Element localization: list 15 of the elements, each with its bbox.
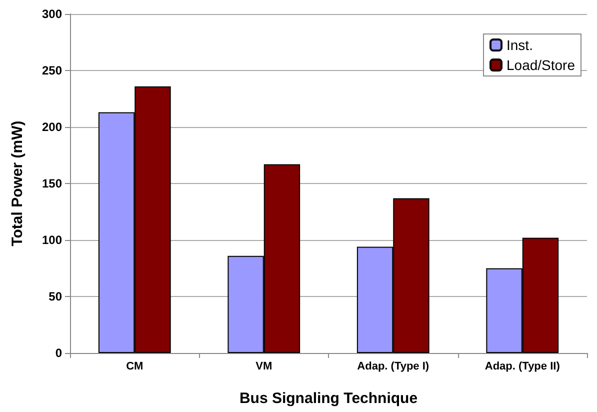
x-tick-label: CM (126, 360, 144, 372)
y-tick-label: 300 (42, 7, 62, 21)
x-tick-label: Adap. (Type II) (484, 360, 560, 372)
x-tick-label: Adap. (Type I) (357, 360, 430, 372)
legend-label: Inst. (506, 37, 533, 53)
x-tick-label: VM (256, 360, 272, 372)
y-tick-label: 150 (42, 176, 62, 190)
y-tick-label: 200 (42, 120, 62, 134)
x-axis-title: Bus Signaling Technique (239, 390, 418, 407)
y-tick-label: 50 (48, 290, 62, 304)
y-axis-title: Total Power (mW) (9, 120, 26, 246)
y-tick-label: 250 (42, 64, 62, 78)
y-tick-label: 100 (42, 233, 62, 247)
legend-label: Load/Store (506, 57, 576, 73)
y-tick-label: 0 (55, 346, 62, 360)
